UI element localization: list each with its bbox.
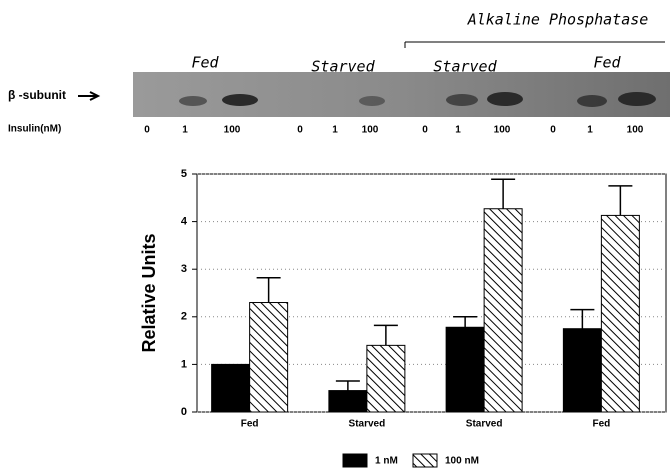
error-bar (570, 310, 594, 329)
gel (133, 72, 670, 117)
group-label: Fed (593, 54, 621, 72)
error-bar (491, 179, 515, 209)
lane-label: 1 (587, 125, 593, 136)
bar (212, 364, 250, 412)
lane-label: 100 (224, 125, 241, 136)
blot-title: Alkaline Phosphatase (467, 11, 649, 29)
y-tick-label: 2 (181, 311, 187, 323)
page: {"blot": {"title": "Alkaline Phosphatase… (0, 0, 672, 473)
group-label: Fed (191, 54, 219, 72)
group-label: Starved (433, 58, 497, 76)
bar (329, 391, 367, 412)
x-tick-label: Fed (592, 419, 610, 430)
x-tick-label: Fed (241, 419, 259, 430)
band-label: β -subunit (8, 88, 66, 102)
row-label: Insulin(nM) (8, 124, 61, 135)
arrow (78, 92, 98, 100)
legend-swatch (343, 454, 367, 467)
figure: Alkaline Phosphatase β -subunit Insulin(… (0, 0, 672, 468)
error-bar (257, 278, 281, 303)
bar (563, 329, 601, 412)
lane-label: 1 (455, 125, 461, 136)
group-label: Starved (311, 58, 375, 76)
error-bar (453, 317, 477, 327)
y-tick-label: 1 (181, 358, 187, 370)
legend: 1 nM 100 nM (343, 454, 479, 467)
lane-label: 100 (627, 125, 644, 136)
lane-label: 0 (297, 125, 303, 136)
y-axis-label: Relative Units (139, 233, 159, 352)
legend-label: 1 nM (375, 456, 398, 467)
lane-label: 1 (332, 125, 338, 136)
bar (250, 303, 288, 412)
lane-label: 100 (362, 125, 379, 136)
y-tick-label: 4 (181, 216, 188, 228)
error-bar (608, 186, 632, 216)
bar (601, 215, 639, 412)
bar (367, 345, 405, 412)
bar (446, 327, 484, 412)
lane-label: 1 (182, 125, 188, 136)
error-bar (374, 325, 398, 345)
lane-label: 0 (144, 125, 150, 136)
lane-label: 100 (494, 125, 511, 136)
x-tick-label: Starved (466, 419, 503, 430)
legend-label: 100 nM (445, 456, 479, 467)
y-tick-label: 3 (181, 263, 187, 275)
y-tick-label: 0 (181, 406, 187, 418)
y-tick-label: 5 (181, 168, 187, 180)
legend-swatch (413, 454, 437, 467)
lane-label: 0 (550, 125, 556, 136)
bar (484, 209, 522, 412)
x-tick-label: Starved (349, 419, 386, 430)
lane-label: 0 (422, 125, 428, 136)
error-bar (336, 381, 360, 391)
